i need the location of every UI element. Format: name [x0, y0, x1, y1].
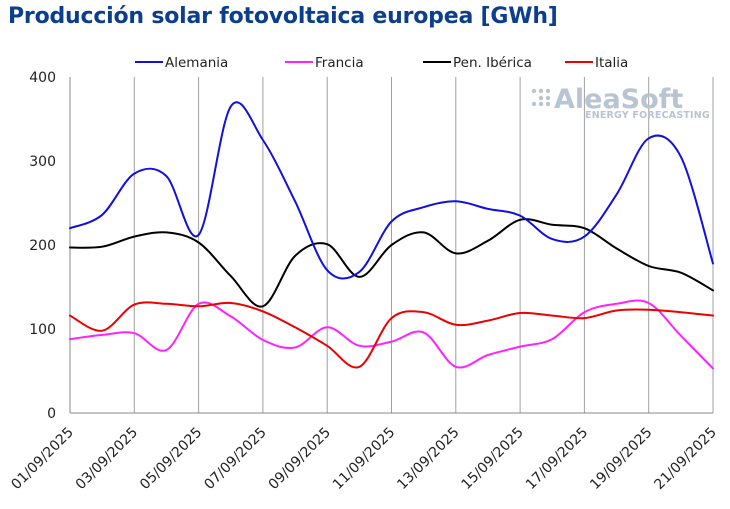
y-tick-label: 100 [29, 322, 56, 338]
series-line-pen-iberica [69, 218, 714, 308]
series-line-francia [69, 299, 714, 370]
legend-label-francia: Francia [315, 55, 364, 71]
series-lines [69, 101, 714, 370]
x-tick-label: 19/09/2025 [587, 425, 655, 493]
aleasoft-logo-icon [531, 88, 551, 107]
aleasoft-watermark: AleaSoft ENERGY FORECASTING [531, 84, 710, 121]
x-tick-label: 03/09/2025 [73, 425, 141, 493]
watermark-brand: AleaSoft [554, 84, 683, 115]
grid-lines [133, 77, 714, 413]
series-line-italia [69, 301, 714, 369]
y-tick-label: 300 [29, 154, 56, 170]
chart-title: Producción solar fotovoltaica europea [G… [8, 4, 558, 29]
watermark-tagline: ENERGY FORECASTING [585, 110, 710, 121]
x-tick-label: 21/09/2025 [651, 425, 719, 493]
legend-label-italia: Italia [595, 55, 628, 71]
x-tick-label: 05/09/2025 [137, 425, 205, 493]
x-tick-labels: 01/09/202503/09/202505/09/202507/09/2025… [8, 425, 719, 493]
y-tick-label: 400 [29, 70, 56, 86]
x-tick-label: 01/09/2025 [8, 425, 76, 493]
y-tick-label: 200 [29, 238, 56, 254]
x-tick-label: 17/09/2025 [523, 425, 591, 493]
x-tick-label: 11/09/2025 [330, 425, 398, 493]
x-tick-label: 07/09/2025 [201, 425, 269, 493]
x-tick-label: 09/09/2025 [266, 425, 334, 493]
series-line-alemania [69, 101, 714, 280]
x-tick-label: 13/09/2025 [394, 425, 462, 493]
y-tick-labels: 0 100 200 300 400 [29, 70, 56, 422]
legend-label-alemania: Alemania [165, 55, 228, 71]
axes [69, 77, 713, 414]
legend: Alemania Francia Pen. Ibérica Italia [135, 55, 628, 71]
legend-label-pen-iberica: Pen. Ibérica [453, 55, 532, 71]
y-tick-label: 0 [47, 406, 56, 422]
x-tick-label: 15/09/2025 [459, 425, 527, 493]
